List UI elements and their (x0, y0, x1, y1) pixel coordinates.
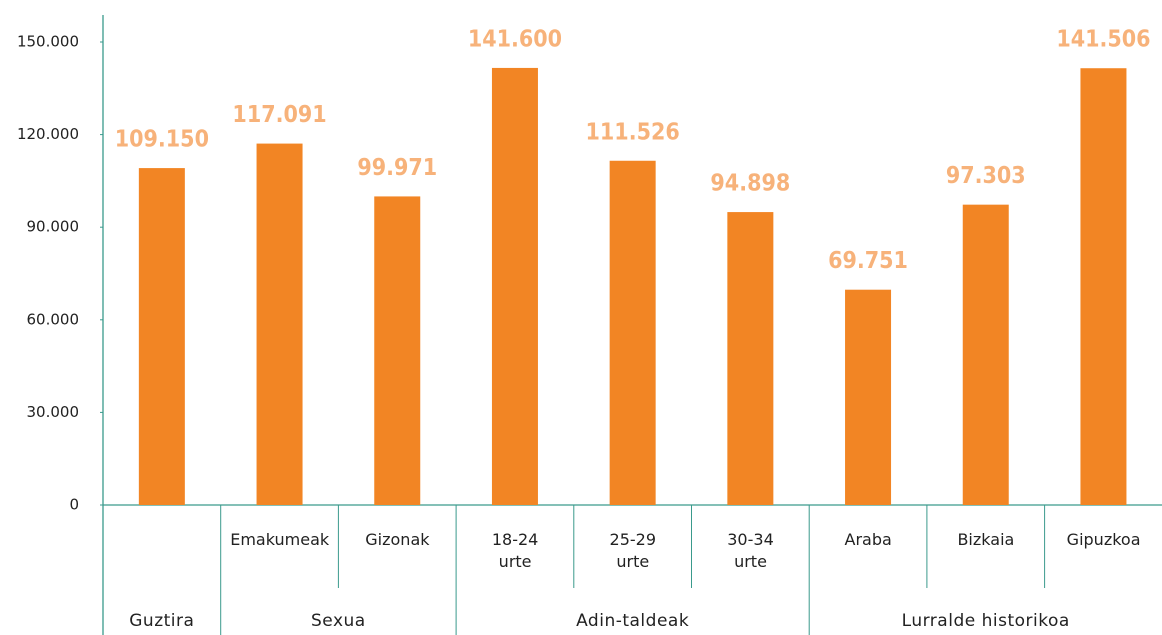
bar (138, 168, 185, 505)
value-label: 69.751 (828, 248, 908, 274)
y-tick-label: 150.000 (17, 33, 79, 51)
y-tick-label: 60.000 (27, 310, 80, 328)
bar (609, 160, 656, 505)
bar (1080, 68, 1127, 506)
y-tick-label: 30.000 (27, 403, 80, 421)
value-label: 99.971 (357, 155, 437, 181)
x-tick-label: Araba (844, 530, 892, 549)
x-tick-label: Gizonak (365, 530, 430, 549)
bar (845, 289, 892, 505)
group-label: Sexua (311, 611, 366, 631)
y-tick-label: 120.000 (17, 125, 79, 143)
x-tick-label: 30-34 urte (727, 530, 774, 571)
value-label: 111.526 (586, 119, 680, 145)
group-label: Lurralde historikoa (901, 611, 1070, 631)
value-label: 117.091 (232, 102, 326, 128)
value-label: 141.600 (468, 26, 562, 52)
group-label: Adin-taldeak (576, 611, 690, 631)
y-tick-label: 90.000 (27, 218, 80, 236)
bar (727, 212, 774, 505)
y-tick-label: 0 (69, 496, 79, 514)
x-tick-label: 18-24 urte (491, 530, 539, 571)
value-label: 94.898 (710, 171, 790, 197)
x-tick-label: Gipuzkoa (1066, 530, 1141, 549)
x-tick-label: 25-29 urte (609, 530, 657, 571)
x-tick-label: Bizkaia (957, 530, 1015, 549)
bar (491, 67, 538, 505)
bar (374, 196, 421, 505)
value-label: 141.506 (1056, 27, 1150, 53)
group-label: Guztira (129, 611, 195, 631)
x-tick-label: Emakumeak (230, 530, 330, 549)
value-label: 97.303 (946, 163, 1026, 189)
bar (962, 204, 1009, 505)
value-label: 109.150 (115, 127, 209, 153)
bar (256, 143, 303, 506)
